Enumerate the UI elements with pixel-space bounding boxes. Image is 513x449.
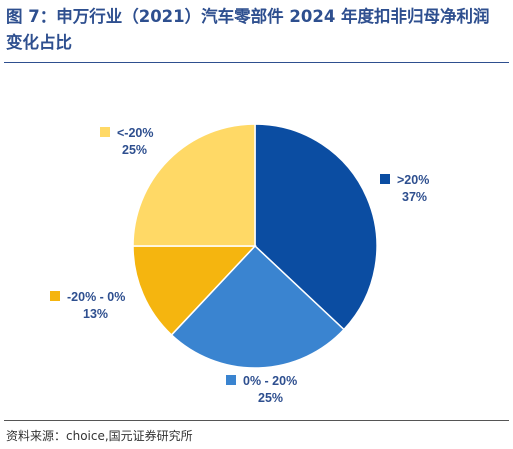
slice-value-label: 13%: [83, 307, 108, 321]
pie-slice: [254, 123, 378, 331]
pie-slice: [132, 123, 256, 247]
pie-chart: >20% 37% 0% - 20% 25% -20% - 0% 13% <-20% 25%: [50, 123, 429, 405]
legend-swatch: [50, 291, 60, 301]
pie-slice: [170, 244, 345, 369]
source-note: 资料来源：choice,国元证券研究所: [6, 429, 193, 443]
pie-slice: [132, 245, 257, 336]
slice-label: >20%: [397, 173, 429, 187]
pie-slices: [132, 123, 378, 369]
title-divider: [4, 62, 509, 63]
legend-swatch: [100, 127, 110, 137]
slice-label: 0% - 20%: [243, 374, 297, 388]
chart-title: 图 7：申万行业（2021）汽车零部件 2024 年度扣非归母净利润变化占比: [6, 7, 490, 52]
slice-value-label: 25%: [122, 143, 147, 157]
legend-swatch: [380, 174, 390, 184]
pie-labels: >20% 37% 0% - 20% 25% -20% - 0% 13% <-20% 25%: [50, 126, 429, 405]
footer-divider: [4, 420, 509, 421]
slice-value-label: 37%: [402, 190, 427, 204]
legend-swatch: [226, 375, 236, 385]
slice-label: <-20%: [117, 126, 153, 140]
slice-label: -20% - 0%: [67, 290, 125, 304]
slice-value-label: 25%: [258, 391, 283, 405]
